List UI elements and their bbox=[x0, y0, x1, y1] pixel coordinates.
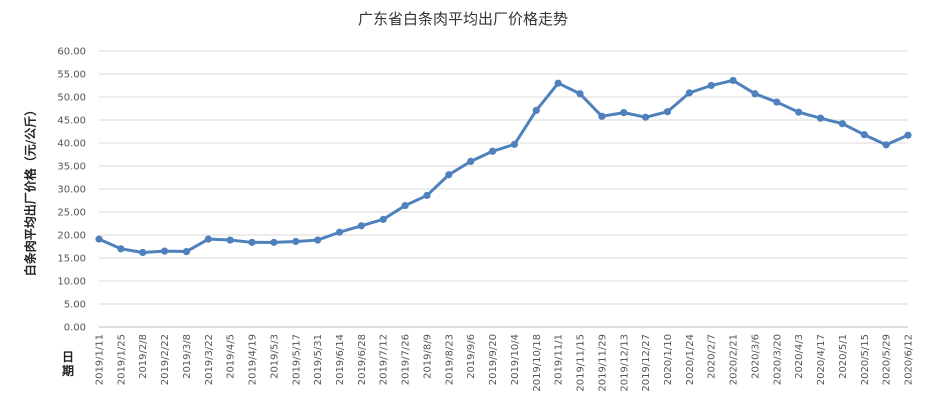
x-tick-label: 2019/8/9 bbox=[422, 334, 433, 379]
grid-lines bbox=[99, 50, 908, 328]
data-point bbox=[510, 140, 519, 148]
x-tick-label: 2019/1/11 bbox=[95, 334, 106, 385]
data-point bbox=[729, 76, 737, 85]
x-tick-label: 2020/1/10 bbox=[663, 334, 674, 385]
data-point bbox=[248, 238, 256, 246]
x-tick-label: 2020/6/12 bbox=[904, 334, 915, 385]
y-tick-label: 0.00 bbox=[64, 323, 86, 334]
y-tick-label: 5.00 bbox=[64, 300, 86, 311]
y-tick-label: 40.00 bbox=[57, 139, 86, 150]
data-point bbox=[445, 171, 453, 179]
x-tick-label: 2019/7/12 bbox=[379, 334, 390, 385]
data-point bbox=[642, 113, 650, 121]
data-point bbox=[117, 245, 125, 253]
x-tick-label: 2020/1/24 bbox=[685, 334, 696, 385]
y-tick-label: 25.00 bbox=[57, 208, 86, 219]
data-point bbox=[751, 90, 759, 98]
x-tick-label: 2019/11/15 bbox=[576, 334, 587, 392]
data-point bbox=[773, 98, 781, 106]
data-point bbox=[532, 106, 540, 114]
data-point bbox=[795, 108, 803, 116]
x-tick-label: 2019/5/31 bbox=[313, 334, 324, 385]
data-point bbox=[882, 141, 890, 149]
y-tick-label: 35.00 bbox=[57, 162, 86, 173]
y-tick-label: 60.00 bbox=[57, 47, 86, 58]
data-point bbox=[139, 248, 147, 257]
data-point bbox=[838, 120, 847, 128]
x-tick-label: 2019/11/1 bbox=[554, 334, 565, 385]
x-tick-label: 2019/8/23 bbox=[444, 334, 455, 385]
data-point bbox=[707, 81, 715, 90]
data-point bbox=[467, 157, 475, 165]
x-tick-label: 2019/4/5 bbox=[226, 334, 237, 379]
x-tick-label: 2019/11/29 bbox=[597, 334, 608, 392]
x-tick-label: 2019/12/13 bbox=[619, 334, 630, 392]
data-point bbox=[226, 236, 234, 244]
data-point bbox=[182, 247, 191, 256]
series-line bbox=[97, 78, 910, 254]
data-point bbox=[357, 222, 365, 230]
data-point bbox=[554, 79, 562, 87]
y-tick-label: 10.00 bbox=[57, 277, 86, 288]
x-tick-label: 2020/2/21 bbox=[729, 334, 740, 385]
x-tick-label: 2020/2/7 bbox=[707, 334, 718, 379]
x-tick-label: 2019/3/8 bbox=[182, 334, 193, 379]
data-points bbox=[95, 76, 912, 257]
data-point bbox=[860, 131, 868, 139]
x-tick-label: 2019/7/26 bbox=[401, 334, 412, 385]
x-tick-label: 2019/9/20 bbox=[488, 334, 499, 385]
data-point bbox=[401, 201, 409, 210]
data-point bbox=[663, 108, 672, 116]
data-point bbox=[270, 238, 278, 246]
x-axis-label: 日期 bbox=[62, 350, 75, 378]
x-tick-label: 2020/5/29 bbox=[882, 334, 893, 385]
data-point bbox=[576, 90, 584, 98]
x-tick-label: 2019/9/6 bbox=[466, 334, 477, 379]
data-point bbox=[95, 235, 103, 243]
x-tick-label: 2019/5/3 bbox=[269, 334, 280, 379]
x-tick-label: 2019/6/28 bbox=[357, 334, 368, 385]
x-tick-label: 2020/5/1 bbox=[838, 334, 849, 379]
x-tick-label: 2019/2/22 bbox=[160, 334, 171, 385]
x-tick-label: 2020/3/6 bbox=[750, 334, 761, 379]
x-tick-label: 2019/10/18 bbox=[532, 334, 543, 392]
y-tick-label: 20.00 bbox=[57, 231, 86, 242]
data-point bbox=[292, 237, 300, 246]
y-tick-label: 55.00 bbox=[57, 70, 86, 81]
y-tick-label: 30.00 bbox=[57, 185, 86, 196]
data-point bbox=[816, 114, 825, 122]
data-point bbox=[685, 89, 693, 97]
x-tick-label: 2019/1/25 bbox=[116, 334, 127, 385]
x-tick-label: 2019/5/17 bbox=[291, 334, 302, 385]
y-tick-label: 45.00 bbox=[57, 116, 86, 127]
y-tick-labels: 0.00 5.00 10.00 15.00 20.00 25.00 30.00 35.00 40… bbox=[57, 47, 86, 334]
data-point bbox=[904, 131, 912, 139]
y-tick-label: 50.00 bbox=[57, 93, 86, 104]
chart-title: 广东省白条肉平均出厂价格走势 bbox=[357, 10, 568, 28]
data-point bbox=[335, 228, 344, 236]
data-point bbox=[488, 147, 497, 155]
x-tick-label: 2020/3/20 bbox=[772, 334, 783, 385]
y-tick-label: 15.00 bbox=[57, 254, 86, 265]
data-point bbox=[620, 109, 628, 117]
data-point bbox=[314, 236, 322, 244]
x-tick-label: 2019/3/22 bbox=[204, 334, 215, 385]
data-point bbox=[598, 112, 606, 120]
x-tick-label: 2019/10/4 bbox=[510, 334, 521, 385]
x-tick-labels: 2019/1/11 2019/1/25 2019/2/8 2019/2/22 2019/… bbox=[95, 334, 915, 392]
data-point bbox=[379, 215, 387, 223]
x-tick-label: 2019/4/19 bbox=[248, 334, 259, 385]
data-point bbox=[423, 191, 431, 200]
data-point bbox=[204, 235, 212, 243]
x-tick-label: 2019/2/8 bbox=[138, 334, 149, 379]
x-tick-label: 2019/6/14 bbox=[335, 334, 346, 385]
x-tick-label: 2020/5/15 bbox=[860, 334, 871, 385]
x-tick-label: 2020/4/3 bbox=[794, 334, 805, 379]
data-point bbox=[160, 247, 169, 255]
x-tick-label: 2020/4/17 bbox=[816, 334, 827, 385]
x-tick-label: 2019/12/27 bbox=[641, 334, 652, 392]
